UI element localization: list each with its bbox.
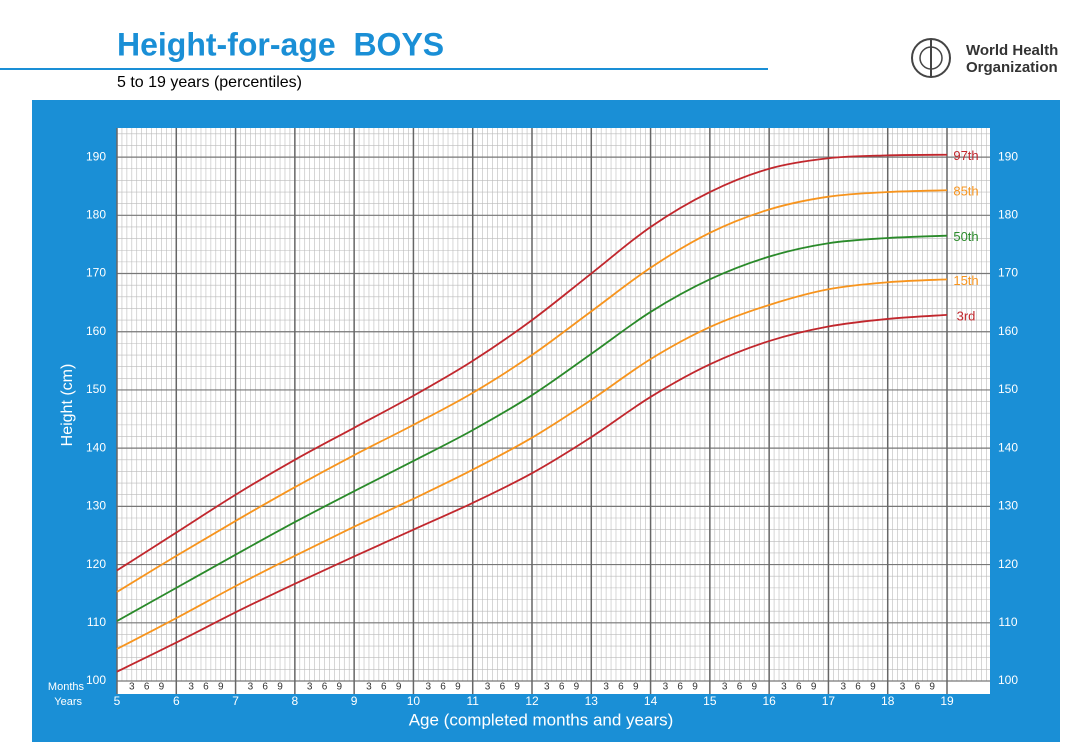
who-emblem bbox=[911, 38, 951, 78]
month-label: 3 bbox=[544, 682, 550, 693]
y-tick-label: 170 bbox=[998, 266, 1018, 280]
month-label: 6 bbox=[322, 682, 328, 693]
y-tick-label: 130 bbox=[86, 499, 106, 513]
x-tick-label: 14 bbox=[644, 694, 658, 708]
x-tick-label: 11 bbox=[466, 694, 479, 708]
month-label: 9 bbox=[929, 682, 935, 693]
y-tick-label: 140 bbox=[998, 440, 1018, 454]
month-label: 3 bbox=[188, 682, 194, 693]
month-label: 9 bbox=[633, 682, 639, 693]
month-label: 3 bbox=[603, 682, 609, 693]
months-label: Months bbox=[48, 681, 85, 693]
percentile-line bbox=[116, 189, 948, 593]
month-label: 6 bbox=[381, 682, 387, 693]
month-label: 3 bbox=[781, 682, 787, 693]
month-label: 9 bbox=[692, 682, 698, 693]
month-label: 3 bbox=[129, 682, 135, 693]
x-tick-label: 15 bbox=[703, 694, 717, 708]
y-tick-label: 190 bbox=[998, 149, 1018, 163]
y-tick-label: 170 bbox=[86, 266, 106, 280]
x-tick-label: 18 bbox=[881, 694, 895, 708]
x-tick-label: 5 bbox=[114, 694, 121, 708]
month-label: 3 bbox=[425, 682, 431, 693]
percentile-line bbox=[116, 313, 948, 673]
month-label: 9 bbox=[277, 682, 283, 693]
month-label: 3 bbox=[248, 682, 254, 693]
x-tick-label: 16 bbox=[762, 694, 776, 708]
y-tick-label: 180 bbox=[998, 207, 1018, 221]
month-label: 6 bbox=[915, 682, 921, 693]
month-label: 9 bbox=[574, 682, 580, 693]
y-tick-label: 150 bbox=[998, 382, 1018, 396]
month-label: 6 bbox=[262, 682, 268, 693]
line-label: 50th bbox=[953, 229, 978, 244]
x-tick-label: 10 bbox=[407, 694, 421, 708]
x-tick-label: 17 bbox=[822, 694, 836, 708]
y-tick-label: 140 bbox=[86, 440, 106, 454]
line-label: 3rd bbox=[957, 308, 976, 323]
x-tick-label: 19 bbox=[940, 694, 954, 708]
month-label: 3 bbox=[722, 682, 728, 693]
plot-area bbox=[117, 128, 990, 694]
month-label: 6 bbox=[855, 682, 861, 693]
month-label: 9 bbox=[337, 682, 343, 693]
month-label: 9 bbox=[811, 682, 817, 693]
y-tick-label: 110 bbox=[998, 615, 1017, 629]
line-label: 15th bbox=[953, 273, 978, 288]
month-label: 9 bbox=[396, 682, 402, 693]
y-tick-label: 120 bbox=[998, 557, 1018, 571]
month-label: 6 bbox=[203, 682, 209, 693]
x-tick-label: 7 bbox=[232, 694, 239, 708]
x-tick-label: 9 bbox=[351, 694, 358, 708]
line-label: 97th bbox=[953, 148, 978, 163]
x-tick-label: 13 bbox=[585, 694, 599, 708]
line-label: 85th bbox=[953, 184, 978, 199]
month-label: 3 bbox=[366, 682, 372, 693]
month-label: 3 bbox=[900, 682, 906, 693]
y-tick-label: 120 bbox=[86, 557, 106, 571]
month-label: 9 bbox=[752, 682, 758, 693]
x-axis-label: Age (completed months and years) bbox=[409, 710, 674, 729]
y-tick-label: 190 bbox=[86, 149, 106, 163]
x-tick-label: 6 bbox=[173, 694, 180, 708]
x-tick-label: 8 bbox=[292, 694, 299, 708]
month-label: 6 bbox=[144, 682, 150, 693]
title: Height-for-age BOYS bbox=[117, 26, 444, 62]
y-tick-label: 100 bbox=[86, 673, 106, 687]
percentile-line bbox=[116, 153, 948, 572]
y-tick-label: 100 bbox=[998, 673, 1018, 687]
month-label: 9 bbox=[455, 682, 461, 693]
y-tick-label: 130 bbox=[998, 499, 1018, 513]
month-label: 3 bbox=[840, 682, 846, 693]
y-tick-label: 160 bbox=[86, 324, 106, 338]
org-name: World Health bbox=[966, 42, 1058, 59]
month-label: 9 bbox=[159, 682, 165, 693]
month-label: 3 bbox=[485, 682, 491, 693]
month-label: 9 bbox=[870, 682, 876, 693]
month-label: 3 bbox=[663, 682, 669, 693]
years-label: Years bbox=[54, 696, 82, 708]
month-label: 6 bbox=[796, 682, 802, 693]
y-tick-label: 110 bbox=[87, 615, 106, 629]
month-label: 6 bbox=[440, 682, 446, 693]
month-label: 6 bbox=[737, 682, 743, 693]
x-tick-label: 12 bbox=[525, 694, 539, 708]
month-label: 6 bbox=[677, 682, 683, 693]
month-label: 6 bbox=[618, 682, 624, 693]
percentile-line bbox=[116, 234, 948, 622]
month-label: 9 bbox=[218, 682, 224, 693]
y-tick-label: 160 bbox=[998, 324, 1018, 338]
y-tick-label: 180 bbox=[86, 207, 106, 221]
month-label: 9 bbox=[514, 682, 520, 693]
org-name: Organization bbox=[966, 59, 1058, 76]
y-tick-label: 150 bbox=[86, 382, 106, 396]
month-label: 6 bbox=[559, 682, 565, 693]
month-label: 6 bbox=[500, 682, 506, 693]
subtitle: 5 to 19 years (percentiles) bbox=[117, 74, 302, 91]
percentile-line bbox=[116, 278, 948, 650]
y-axis-label: Height (cm) bbox=[59, 364, 76, 447]
month-label: 3 bbox=[307, 682, 313, 693]
